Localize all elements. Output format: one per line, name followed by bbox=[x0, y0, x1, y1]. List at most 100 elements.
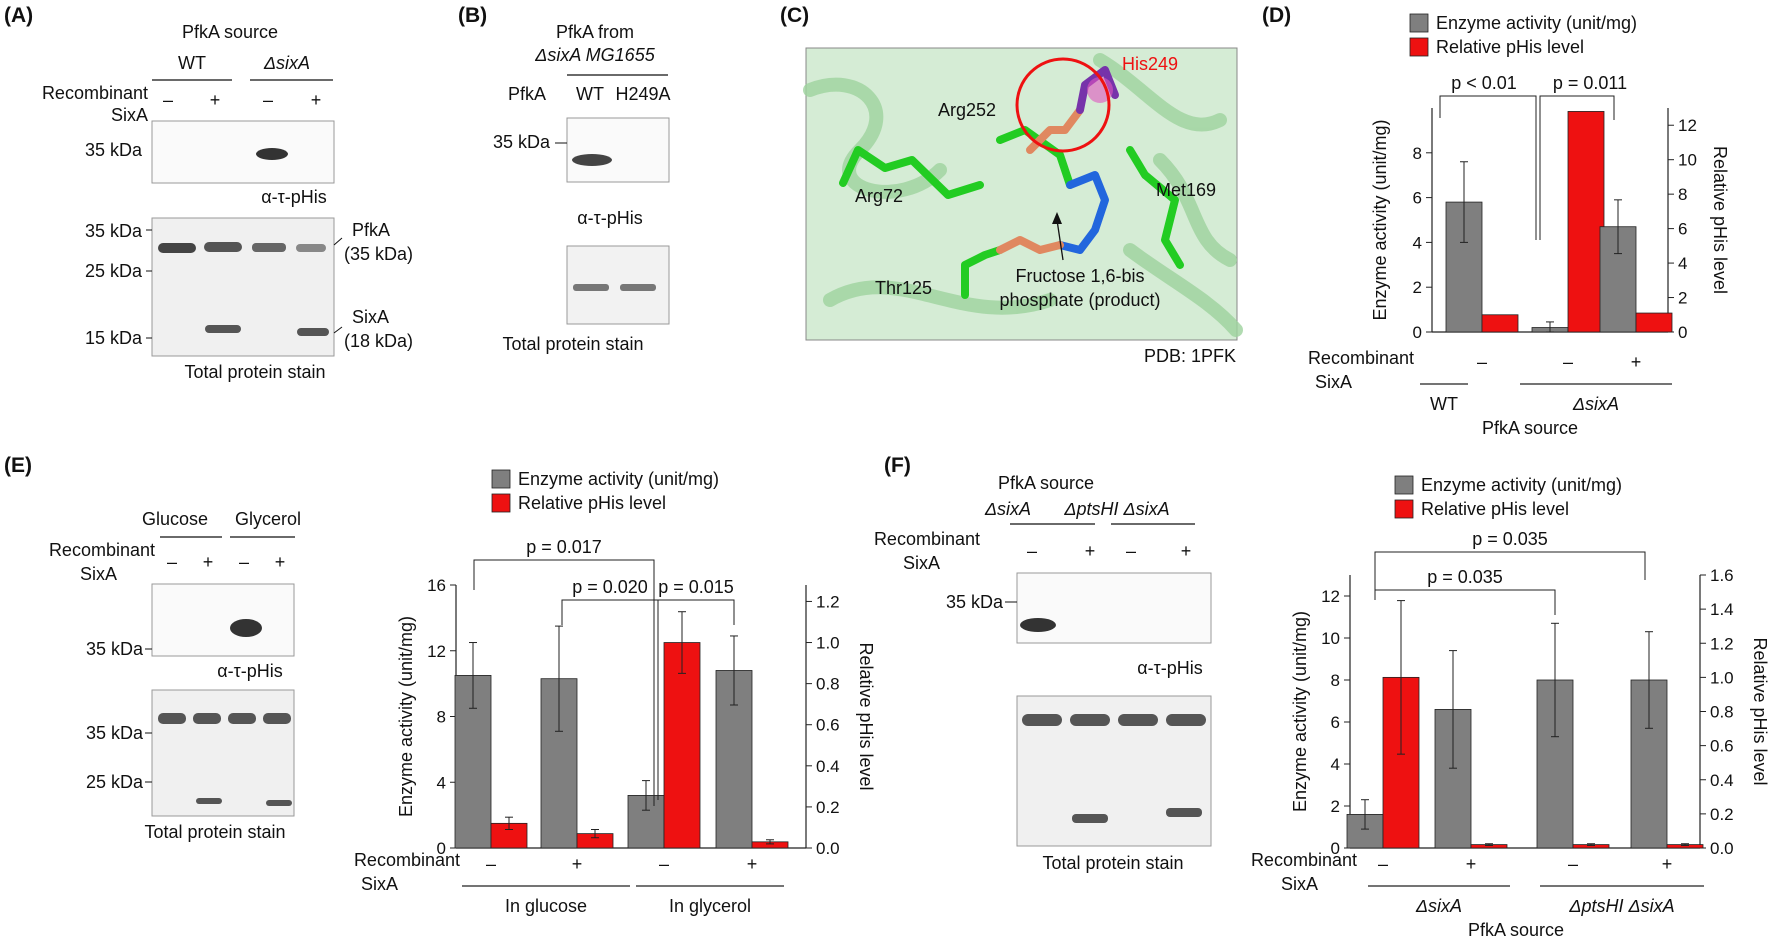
y-axis-label-left: Enzyme activity (unit/mg) bbox=[1370, 119, 1390, 320]
panel-e-sign-2: + bbox=[203, 552, 214, 572]
sign-label: + bbox=[1466, 854, 1477, 874]
bar-phis bbox=[1567, 111, 1605, 333]
panel-f-sixa: SixA bbox=[903, 553, 940, 573]
y-axis-label-left: Enzyme activity (unit/mg) bbox=[1290, 611, 1310, 812]
y-axis-label-right: Relative pHis level bbox=[1710, 146, 1730, 294]
row-label-recombinant: Recombinant bbox=[1308, 348, 1414, 368]
panel-f-pfka-source: PfkA source bbox=[998, 473, 1094, 493]
panel-f: (F) PfkA source ΔsixA ΔptsHI ΔsixA Recom… bbox=[874, 454, 1212, 873]
group-label: In glucose bbox=[505, 896, 587, 916]
panel-a-recombinant: Recombinant bbox=[42, 83, 148, 103]
residue-met169: Met169 bbox=[1156, 180, 1216, 200]
sign-label: – bbox=[659, 854, 669, 874]
panel-d-label: (D) bbox=[1262, 4, 1291, 27]
sign-label: + bbox=[747, 854, 758, 874]
panel-f-antibody: α-τ-pHis bbox=[1137, 658, 1203, 678]
y-tick-label-right: 10 bbox=[1678, 151, 1697, 170]
panel-e-stain-band bbox=[196, 798, 222, 804]
y-tick-label-right: 1.4 bbox=[1710, 600, 1734, 619]
panel-a-delta-sixa: ΔsixA bbox=[263, 53, 310, 73]
panel-a-mw-top: 35 kDa bbox=[85, 140, 143, 160]
panel-e: (E) Glucose Glycerol Recombinant SixA – … bbox=[4, 454, 301, 842]
y-tick-label-right: 1.6 bbox=[1710, 566, 1734, 585]
panel-f-stain-band bbox=[1070, 714, 1110, 726]
panel-e-antibody: α-τ-pHis bbox=[217, 661, 283, 681]
sign-label: + bbox=[1662, 854, 1673, 874]
row-label-sixa: SixA bbox=[1281, 874, 1318, 894]
y-tick-label-right: 12 bbox=[1678, 116, 1697, 135]
panel-e-recombinant: Recombinant bbox=[49, 540, 155, 560]
y-tick-label-left: 12 bbox=[427, 642, 446, 661]
sign-label: – bbox=[486, 854, 496, 874]
panel-c-pdb: PDB: 1PFK bbox=[1144, 346, 1236, 366]
p-value-label: p = 0.017 bbox=[526, 537, 602, 557]
panel-a-stain-band bbox=[205, 325, 241, 333]
residue-his249: His249 bbox=[1122, 54, 1178, 74]
panel-f-strain-2: ΔptsHI ΔsixA bbox=[1063, 499, 1169, 519]
panel-c-label: (C) bbox=[780, 4, 809, 27]
legend-phis: Relative pHis level bbox=[1436, 37, 1584, 57]
ligand-label-2: phosphate (product) bbox=[999, 290, 1160, 310]
panel-f-stain-band bbox=[1072, 814, 1108, 823]
significance-bracket bbox=[1374, 589, 1556, 615]
y-tick-label-right: 0.2 bbox=[1710, 805, 1734, 824]
panel-b-lane-h249a: H249A bbox=[615, 84, 670, 104]
panel-a-sign-3: – bbox=[263, 90, 273, 110]
residue-arg252: Arg252 bbox=[938, 100, 996, 120]
panel-a-stain-caption: Total protein stain bbox=[184, 362, 325, 382]
row-label-recombinant: Recombinant bbox=[1251, 850, 1357, 870]
sign-label: – bbox=[1378, 854, 1388, 874]
panel-a-sign-1: – bbox=[163, 90, 173, 110]
legend-phis: Relative pHis level bbox=[1421, 499, 1569, 519]
group-label: ΔsixA bbox=[1572, 394, 1619, 414]
panel-e-sixa: SixA bbox=[80, 564, 117, 584]
legend-swatch-phis bbox=[491, 493, 511, 513]
y-tick-label-left: 2 bbox=[1413, 278, 1422, 297]
panel-a-pointer bbox=[333, 326, 343, 334]
panel-b-stain-band bbox=[573, 284, 609, 291]
y-tick-label-left: 12 bbox=[1321, 587, 1340, 606]
panel-a-mw-35: 35 kDa bbox=[85, 221, 143, 241]
panel-e-blot-stain bbox=[151, 689, 295, 817]
significance-bracket bbox=[1539, 95, 1615, 240]
panel-e-stain-band bbox=[263, 713, 291, 724]
panel-b-title-1: PfkA from bbox=[556, 22, 634, 42]
legend-activity: Enzyme activity (unit/mg) bbox=[1421, 475, 1622, 495]
panel-a: (A) PfkA source WT ΔsixA Recombinant Six… bbox=[4, 4, 413, 382]
p-value-label: p = 0.015 bbox=[658, 577, 734, 597]
panel-b: (B) PfkA from ΔsixA MG1655 PfkA WT H249A… bbox=[458, 4, 671, 354]
significance-bracket bbox=[1439, 95, 1537, 240]
y-tick-label-left: 0 bbox=[437, 839, 446, 858]
panel-e-stain-caption: Total protein stain bbox=[144, 822, 285, 842]
panel-a-stain-band bbox=[296, 244, 326, 252]
panel-a-sign-4: + bbox=[311, 90, 322, 110]
panel-f-sign-1: – bbox=[1027, 541, 1037, 561]
y-tick-label-right: 0.2 bbox=[816, 798, 840, 817]
ligand-label-1: Fructose 1,6-bis bbox=[1015, 266, 1144, 286]
panel-e-sign-1: – bbox=[167, 552, 177, 572]
y-tick-label-left: 8 bbox=[1331, 671, 1340, 690]
y-tick-label-left: 16 bbox=[427, 576, 446, 595]
group-label: ΔsixA bbox=[1415, 896, 1462, 916]
panel-e-label: (E) bbox=[4, 454, 32, 477]
y-tick-label-right: 4 bbox=[1678, 254, 1687, 273]
panel-f-stain-band bbox=[1022, 714, 1062, 726]
y-tick-label-right: 0 bbox=[1678, 323, 1687, 342]
panel-a-mw-15: 15 kDa bbox=[85, 328, 143, 348]
significance-bracket bbox=[473, 559, 655, 806]
y-tick-label-left: 2 bbox=[1331, 797, 1340, 816]
ligand-arrow bbox=[1056, 219, 1064, 261]
p-value-label: p = 0.035 bbox=[1427, 567, 1503, 587]
y-tick-label-right: 0.8 bbox=[816, 675, 840, 694]
panel-a-sixa-annot-2: (18 kDa) bbox=[344, 331, 413, 351]
panel-f-strain-1: ΔsixA bbox=[984, 499, 1031, 519]
p-value-label: p < 0.01 bbox=[1451, 73, 1517, 93]
group-label: ΔptsHI ΔsixA bbox=[1568, 896, 1674, 916]
panel-b-antibody: α-τ-pHis bbox=[577, 208, 643, 228]
legend-activity: Enzyme activity (unit/mg) bbox=[518, 469, 719, 489]
bar-phis bbox=[1481, 314, 1519, 333]
legend-phis: Relative pHis level bbox=[518, 493, 666, 513]
panel-f-stain-caption: Total protein stain bbox=[1042, 853, 1183, 873]
bar-activity bbox=[1630, 679, 1668, 849]
y-tick-label-right: 1.2 bbox=[1710, 634, 1734, 653]
